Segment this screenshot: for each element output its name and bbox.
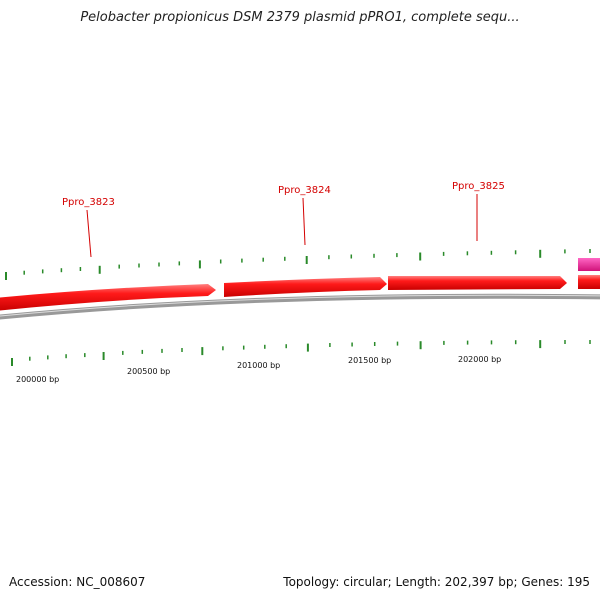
bp-label: 202000 bp bbox=[458, 355, 501, 364]
gene-label[interactable]: Ppro_3823 bbox=[62, 197, 115, 208]
gene-arrow-ppro-3823[interactable] bbox=[0, 284, 216, 311]
gene-label[interactable]: Ppro_3824 bbox=[278, 185, 331, 196]
bp-label: 200000 bp bbox=[16, 375, 59, 384]
leader-line-ppro-3823 bbox=[86, 209, 92, 258]
scale-ticks bbox=[5, 249, 591, 366]
gene-arrow-next[interactable] bbox=[578, 275, 600, 289]
backbone-arc bbox=[0, 293, 600, 320]
backbone-arc-highlight bbox=[0, 294, 600, 317]
bp-label: 200500 bp bbox=[127, 367, 170, 376]
accession-text: Accession: NC_008607 bbox=[9, 575, 146, 589]
map-title: Pelobacter propionicus DSM 2379 plasmid … bbox=[80, 10, 520, 25]
gene-label[interactable]: Ppro_3825 bbox=[452, 181, 505, 192]
gene-arrow-ppro-3825[interactable] bbox=[388, 276, 567, 290]
summary-text: Topology: circular; Length: 202,397 bp; … bbox=[283, 575, 590, 589]
leader-line-ppro-3824 bbox=[302, 197, 306, 246]
gene-arrow-ppro-3824[interactable] bbox=[224, 277, 387, 297]
bp-label: 201000 bp bbox=[237, 361, 280, 370]
gene-feature-pink[interactable] bbox=[578, 258, 600, 271]
bp-label: 201500 bp bbox=[348, 356, 391, 365]
